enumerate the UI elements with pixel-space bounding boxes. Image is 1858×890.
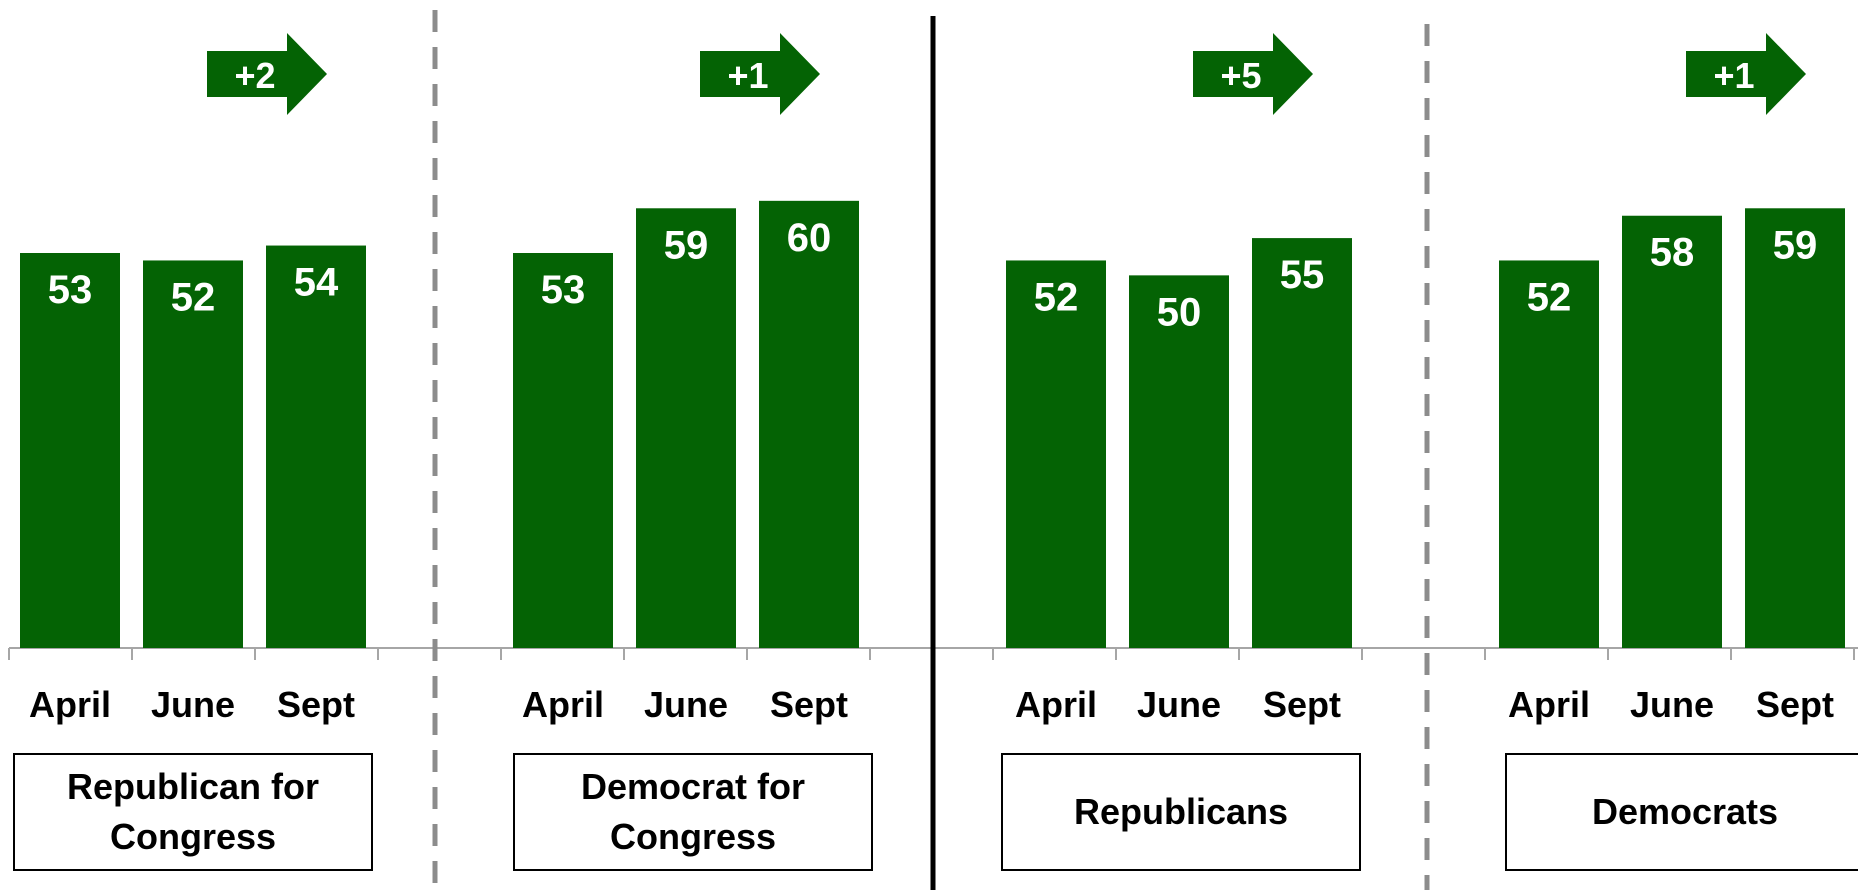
x-tick-label: April xyxy=(1508,684,1590,725)
bar xyxy=(636,208,736,648)
bar xyxy=(1129,275,1229,648)
bar-value-label: 53 xyxy=(48,268,93,312)
bar xyxy=(143,260,243,648)
group-label-text: Democrat for Congress xyxy=(580,766,806,857)
bar-value-label: 52 xyxy=(1527,275,1572,319)
bar-value-label: 53 xyxy=(541,268,586,312)
change-arrow-icon xyxy=(1686,33,1806,115)
x-tick-label: June xyxy=(1137,684,1221,725)
bar-value-label: 54 xyxy=(294,261,339,305)
x-tick-label: Sept xyxy=(1263,684,1341,725)
x-tick-label: June xyxy=(151,684,235,725)
bar-value-label: 60 xyxy=(787,216,832,260)
bar-value-label: 58 xyxy=(1650,231,1695,275)
bar xyxy=(759,200,859,648)
bar-value-label: 50 xyxy=(1157,290,1202,334)
x-tick-label: April xyxy=(29,684,111,725)
group-label-democrat-for-congress: Democrat for Congress xyxy=(513,753,873,871)
bar xyxy=(1252,238,1352,648)
bar xyxy=(513,253,613,648)
bar-value-label: 52 xyxy=(1034,275,1079,319)
group-label-democrats: Democrats xyxy=(1505,753,1858,871)
change-arrow-icon xyxy=(1193,33,1313,115)
bar xyxy=(1006,260,1106,648)
change-arrow-icon xyxy=(207,33,327,115)
change-label: +1 xyxy=(727,55,768,96)
x-tick-label: June xyxy=(1630,684,1714,725)
bar xyxy=(1499,260,1599,648)
bar-value-label: 59 xyxy=(1773,223,1818,267)
x-tick-label: June xyxy=(644,684,728,725)
change-label: +5 xyxy=(1220,55,1261,96)
change-label: +2 xyxy=(234,55,275,96)
bar xyxy=(1622,215,1722,649)
x-tick-label: Sept xyxy=(277,684,355,725)
group-label-text: Democrats xyxy=(1591,791,1779,832)
x-tick-label: April xyxy=(1015,684,1097,725)
x-tick-label: Sept xyxy=(1756,684,1834,725)
group-label-text: Republicans xyxy=(1073,791,1289,832)
x-tick-label: Sept xyxy=(770,684,848,725)
change-arrow-icon xyxy=(700,33,820,115)
bar xyxy=(1745,208,1845,648)
group-label-republican-for-congress: Republican for Congress xyxy=(13,753,373,871)
bar-value-label: 59 xyxy=(664,223,709,267)
bar-value-label: 55 xyxy=(1280,253,1325,297)
group-label-text: Republican for Congress xyxy=(66,766,320,857)
bar-value-label: 52 xyxy=(171,275,216,319)
x-tick-label: April xyxy=(522,684,604,725)
change-label: +1 xyxy=(1713,55,1754,96)
bar xyxy=(20,253,120,648)
bar xyxy=(266,245,366,648)
group-label-republicans: Republicans xyxy=(1001,753,1361,871)
